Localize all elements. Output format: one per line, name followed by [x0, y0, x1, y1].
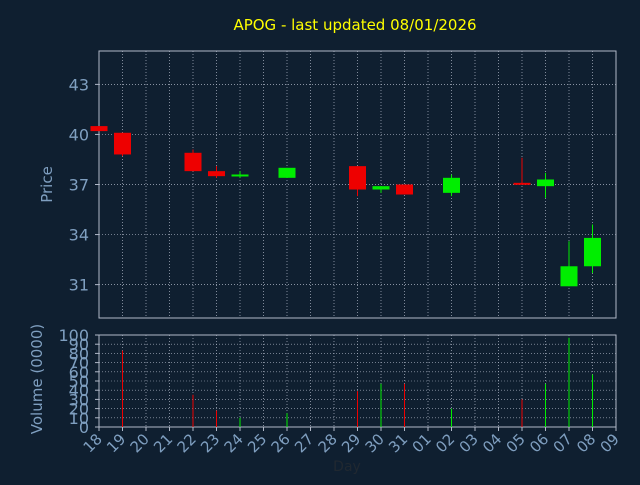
candle-body	[231, 174, 249, 177]
candle-body	[278, 167, 296, 178]
x-tick-label: 19	[103, 430, 129, 456]
price-tick-label: 37	[69, 176, 89, 195]
volume-tick-label: 10	[69, 409, 89, 428]
candle-body	[513, 182, 531, 185]
x-tick-label: 08	[573, 430, 599, 456]
x-tick-label: 30	[362, 430, 388, 456]
volume-axis-label: Volume (0000)	[28, 324, 46, 434]
x-tick-label: 06	[526, 430, 552, 456]
candle-body	[537, 179, 554, 187]
volume-bars	[122, 337, 593, 427]
x-tick-label: 09	[597, 430, 623, 456]
x-tick-label: 01	[409, 430, 435, 456]
candle-body	[114, 132, 131, 155]
volume-tick-label: 100	[58, 326, 89, 345]
x-tick-label: 25	[244, 430, 270, 456]
candle-body	[584, 237, 601, 267]
x-tick-label: 23	[197, 430, 223, 456]
volume-tick-label: 0	[79, 418, 89, 437]
candle-body	[184, 152, 202, 172]
candle-body	[90, 126, 108, 132]
volume-tick-label: 20	[69, 400, 89, 419]
volume-tick-label: 50	[69, 372, 89, 391]
candle-body	[443, 177, 460, 193]
candle-body	[208, 171, 225, 177]
x-tick-label: 04	[479, 430, 505, 456]
candle-body	[396, 184, 413, 195]
x-tick-label: 21	[150, 430, 176, 456]
volume-tick-label: 60	[69, 363, 89, 382]
x-tick-label: 24	[221, 430, 247, 456]
chart-title: APOG - last updated 08/01/2026	[233, 16, 476, 34]
price-axis-label: Price	[38, 166, 56, 203]
candles	[90, 126, 601, 287]
x-tick-label: 03	[456, 430, 482, 456]
volume-tick-label: 80	[69, 344, 89, 363]
price-tick-label: 31	[69, 276, 89, 295]
x-tick-label: 28	[315, 430, 341, 456]
candle-body	[560, 266, 578, 287]
candle-body	[372, 186, 390, 190]
x-tick-label: 20	[127, 430, 153, 456]
x-tick-label: 22	[174, 430, 200, 456]
price-tick-label: 34	[69, 226, 89, 245]
x-axis-ticks: 1819202122232425262728293031010203040506…	[80, 427, 623, 456]
volume-tick-label: 70	[69, 354, 89, 373]
x-axis-label: Day	[333, 459, 361, 475]
x-tick-label: 26	[268, 430, 294, 456]
x-tick-label: 29	[338, 430, 364, 456]
price-tick-label: 43	[69, 75, 89, 94]
x-tick-label: 31	[385, 430, 411, 456]
price-tick-label: 40	[69, 125, 89, 144]
x-tick-label: 05	[503, 430, 529, 456]
price-panel: 31 34 37 40 43 Price	[38, 50, 617, 319]
price-y-ticks: 31 34 37 40 43	[69, 75, 99, 295]
volume-tick-label: 30	[69, 390, 89, 409]
candle-body	[349, 166, 366, 190]
x-tick-label: 02	[432, 430, 458, 456]
x-tick-label: 07	[550, 430, 576, 456]
price-grid	[99, 51, 616, 318]
volume-tick-label: 40	[69, 381, 89, 400]
x-tick-label: 27	[291, 430, 317, 456]
volume-tick-label: 90	[69, 335, 89, 354]
